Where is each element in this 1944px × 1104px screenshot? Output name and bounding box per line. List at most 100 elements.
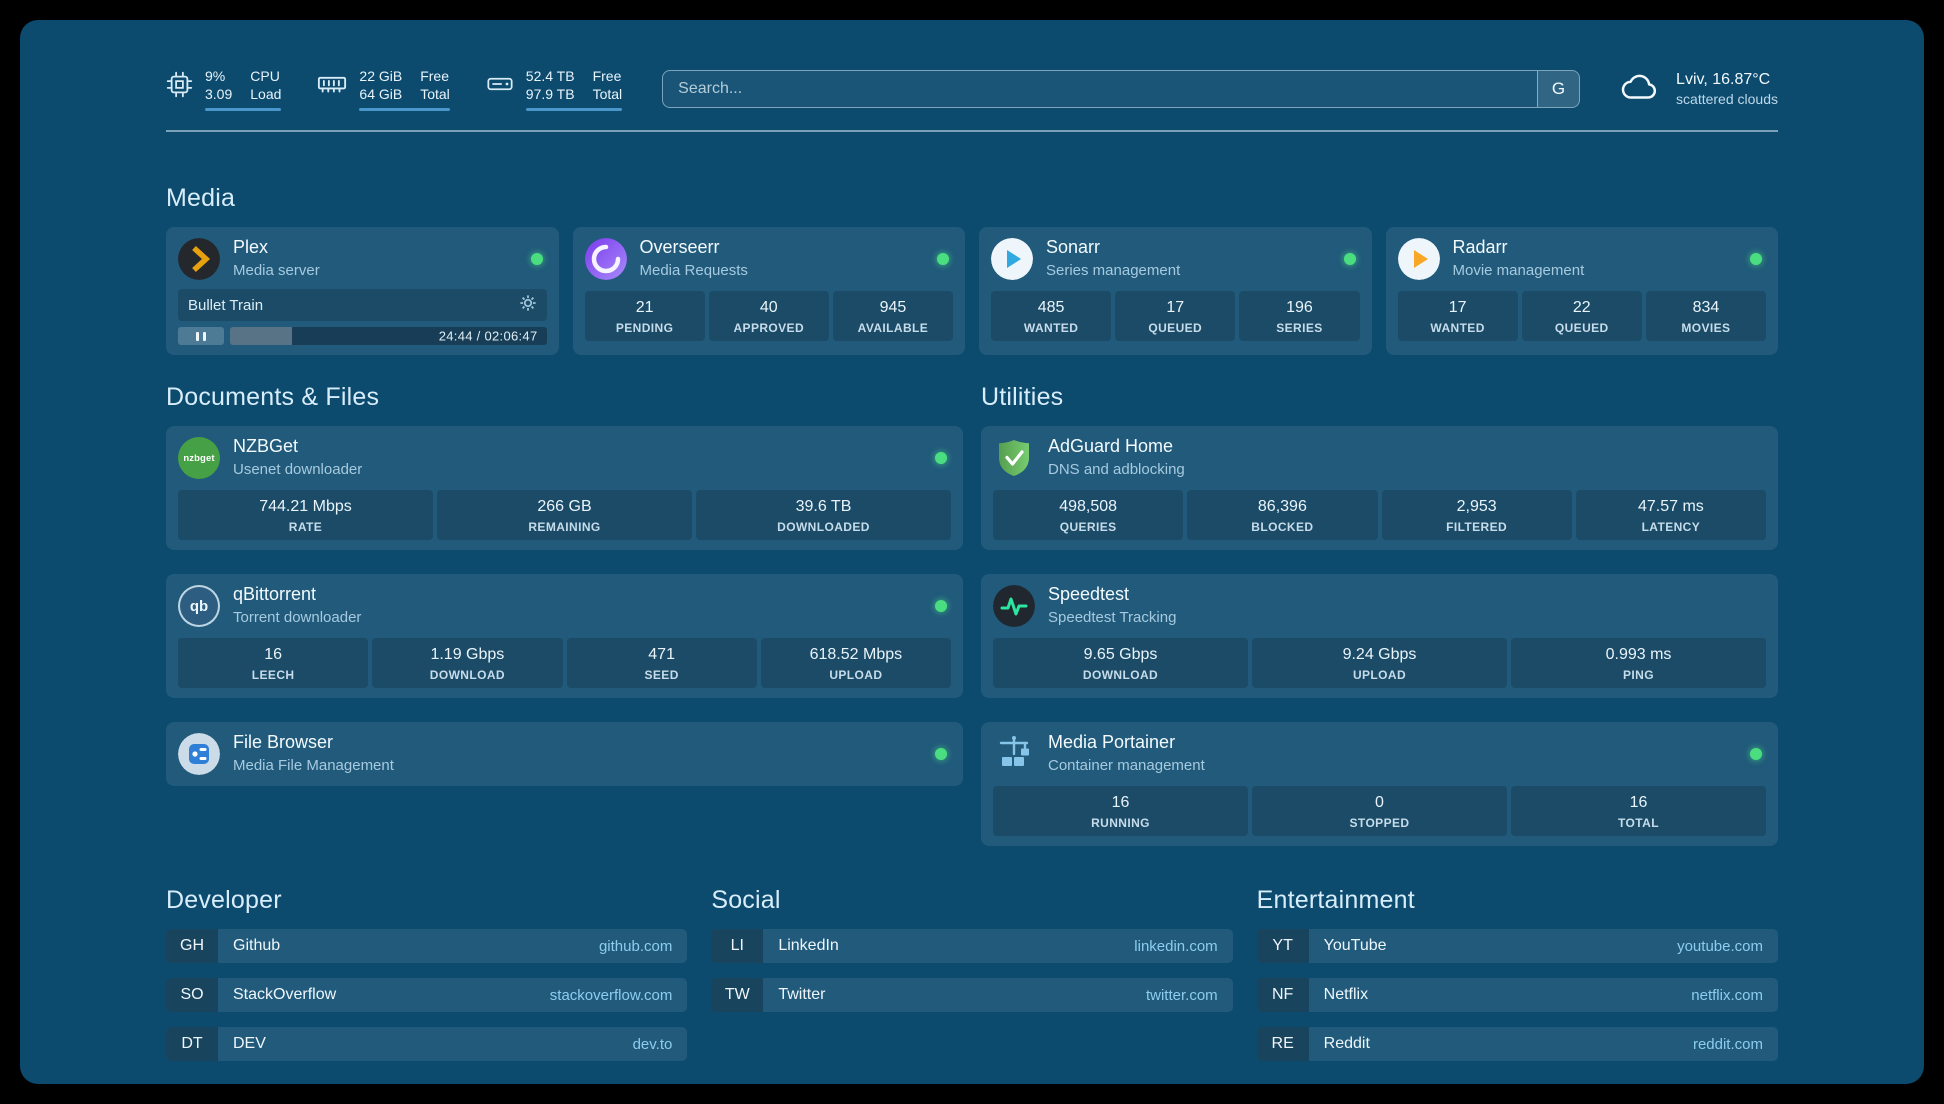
- stat-value: 40: [759, 299, 778, 316]
- cpu-load-label: Load: [250, 86, 282, 102]
- stat-label: BLOCKED: [1251, 520, 1314, 534]
- bookmark-name: Github: [233, 937, 281, 954]
- disk-total-value: 97.9 TB: [525, 86, 575, 102]
- stat-value: 17: [1166, 299, 1185, 316]
- stat-label: WANTED: [1430, 321, 1485, 335]
- bookmark-dev[interactable]: DT DEV dev.to: [166, 1027, 688, 1061]
- bookmark-abbr: GH: [166, 929, 218, 963]
- stat-latency: 47.57 ms LATENCY: [1575, 490, 1766, 540]
- service-title: Overseerr: [639, 237, 720, 258]
- stat-upload: 9.24 Gbps UPLOAD: [1252, 638, 1507, 688]
- search-provider-button[interactable]: G: [1537, 71, 1580, 107]
- overseerr-icon: [584, 238, 627, 280]
- service-subtitle: Usenet downloader: [233, 460, 363, 478]
- service-card-filebrowser[interactable]: File Browser Media File Management: [166, 722, 963, 786]
- service-title: File Browser: [233, 732, 334, 753]
- stat-approved: 40 APPROVED: [708, 291, 829, 341]
- stat-remaining: 266 GB REMAINING: [437, 490, 692, 540]
- status-dot: [935, 748, 947, 760]
- service-subtitle: Speedtest Tracking: [1048, 608, 1177, 626]
- bookmark-linkedin[interactable]: LI LinkedIn linkedin.com: [711, 929, 1233, 963]
- disk-icon: [486, 71, 514, 102]
- stat-value: 1.19 Gbps: [430, 646, 505, 663]
- cpu-widget: 9% 3.09 CPU Load: [166, 67, 282, 112]
- stat-value: 21: [635, 299, 654, 316]
- service-card-radarr[interactable]: Radarr Movie management 17 WANTED 2: [1385, 227, 1778, 355]
- section-title-social: Social: [711, 886, 781, 914]
- stat-label: MOVIES: [1681, 321, 1731, 335]
- cpu-load-value: 3.09: [205, 86, 233, 102]
- stat-value: 47.57 ms: [1637, 498, 1704, 515]
- stat-total: 16 TOTAL: [1511, 786, 1766, 836]
- bookmark-url: twitter.com: [1145, 986, 1218, 1004]
- stat-ping: 0.993 ms PING: [1511, 638, 1766, 688]
- cpu-usage-percent: 9%: [205, 67, 226, 84]
- stat-label: QUEUED: [1554, 321, 1609, 335]
- cloud-icon: [1618, 70, 1662, 108]
- section-title-developer: Developer: [166, 886, 282, 914]
- stat-label: QUEUED: [1148, 321, 1203, 335]
- service-card-overseerr[interactable]: Overseerr Media Requests 21 PENDING: [572, 227, 965, 355]
- bookmark-youtube[interactable]: YT YouTube youtube.com: [1256, 929, 1778, 963]
- bookmark-stackoverflow[interactable]: SO StackOverflow stackoverflow.com: [166, 978, 688, 1012]
- bookmark-twitter[interactable]: TW Twitter twitter.com: [711, 978, 1233, 1012]
- adguard-icon: [993, 437, 1035, 479]
- disk-total-label: Total: [592, 86, 623, 102]
- bookmark-url: linkedin.com: [1134, 937, 1218, 955]
- stat-upload: 618.52 Mbps UPLOAD: [760, 638, 951, 688]
- service-card-speedtest[interactable]: Speedtest Speedtest Tracking 9.65 Gbps D…: [981, 574, 1778, 698]
- section-media: Media Plex: [166, 184, 1778, 355]
- dashboard-main: Media Plex: [166, 184, 1778, 1061]
- section-title-entertainment: Entertainment: [1256, 886, 1415, 914]
- service-title: Plex: [233, 237, 269, 258]
- memory-usage-bar: [359, 108, 450, 112]
- service-card-portainer[interactable]: Media Portainer Container management 16 …: [981, 722, 1778, 846]
- stat-value: 16: [264, 646, 283, 663]
- stat-series: 196 SERIES: [1239, 291, 1360, 341]
- disk-usage-bar: [525, 108, 623, 112]
- stat-label: REMAINING: [528, 520, 601, 534]
- stat-value: 834: [1692, 299, 1720, 316]
- bookmark-netflix[interactable]: NF Netflix netflix.com: [1256, 978, 1778, 1012]
- stat-value: 0: [1375, 794, 1384, 811]
- bookmark-url: github.com: [598, 937, 673, 955]
- section-entertainment: Entertainment YT YouTube youtube.com NF …: [1256, 886, 1778, 1061]
- gear-icon[interactable]: [519, 294, 537, 316]
- bookmark-github[interactable]: GH Github github.com: [166, 929, 688, 963]
- stat-wanted: 17 WANTED: [1397, 291, 1518, 341]
- search-input[interactable]: [663, 71, 1538, 107]
- stat-label: APPROVED: [733, 321, 805, 335]
- stat-label: UPLOAD: [1352, 668, 1407, 682]
- service-card-adguard[interactable]: AdGuard Home DNS and adblocking 498,508 …: [981, 426, 1778, 550]
- service-card-sonarr[interactable]: Sonarr Series management 485 WANTED: [979, 227, 1372, 355]
- bookmark-name: YouTube: [1323, 937, 1387, 954]
- section-utilities: Utilities: [981, 383, 1778, 846]
- service-card-qbittorrent[interactable]: qb qBittorrent Torrent downloader: [166, 574, 963, 698]
- stat-stopped: 0 STOPPED: [1252, 786, 1507, 836]
- now-playing-row: Bullet Train: [178, 289, 547, 321]
- stat-label: FILTERED: [1446, 520, 1508, 534]
- stat-queries: 498,508 QUERIES: [993, 490, 1184, 540]
- service-title: Sonarr: [1046, 237, 1101, 258]
- status-dot: [530, 253, 543, 265]
- memory-icon: [317, 71, 347, 102]
- bookmark-reddit[interactable]: RE Reddit reddit.com: [1256, 1027, 1778, 1061]
- bookmark-url: reddit.com: [1692, 1035, 1763, 1053]
- stat-value: 16: [1111, 794, 1130, 811]
- pause-button[interactable]: [178, 327, 224, 345]
- service-card-plex[interactable]: Plex Media server Bullet Train: [166, 227, 559, 355]
- section-title-utilities: Utilities: [981, 383, 1064, 411]
- disk-free-label: Free: [592, 67, 622, 84]
- playback-progress-bar[interactable]: 24:44 / 02:06:47: [230, 327, 547, 345]
- stat-value: 22: [1572, 299, 1591, 316]
- bookmark-abbr: LI: [711, 929, 764, 963]
- stat-download: 9.65 Gbps DOWNLOAD: [993, 638, 1248, 688]
- stat-label: STOPPED: [1349, 816, 1410, 830]
- stat-downloaded: 39.6 TB DOWNLOADED: [696, 490, 951, 540]
- cpu-icon: [166, 71, 193, 103]
- stat-label: LATENCY: [1641, 520, 1701, 534]
- section-social: Social LI LinkedIn linkedin.com TW Twitt…: [711, 886, 1233, 1061]
- qbittorrent-icon: qb: [178, 585, 220, 627]
- service-card-nzbget[interactable]: nzbget NZBGet Usenet downloader: [166, 426, 963, 550]
